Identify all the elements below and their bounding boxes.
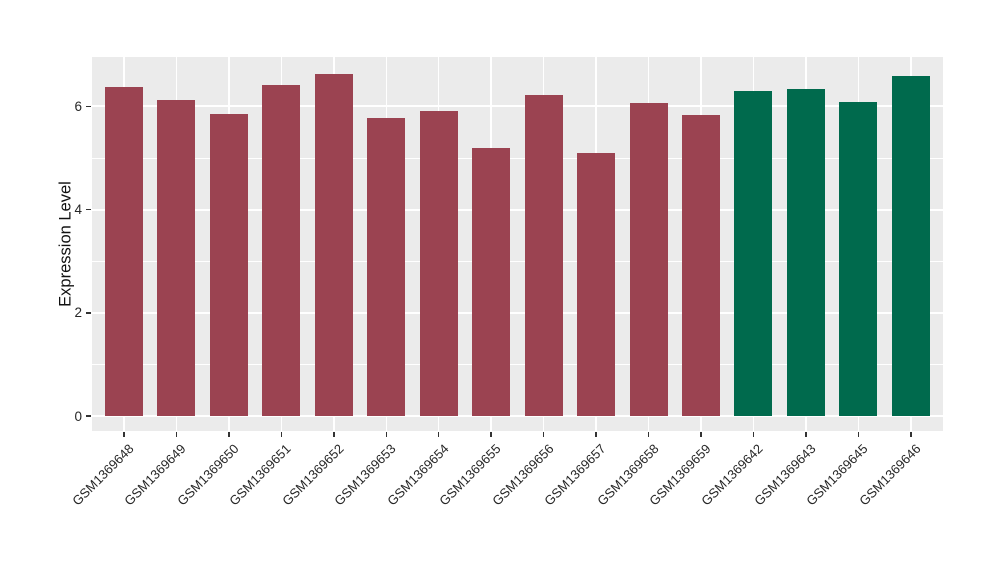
minor-gridline — [92, 363, 943, 365]
x-axis-tick — [280, 432, 283, 437]
x-axis-tick — [595, 432, 597, 437]
y-tick-label-2: 2 — [74, 305, 82, 321]
bar-GSM1369657 — [577, 152, 616, 416]
x-axis-tick — [123, 432, 125, 437]
bar-GSM1369651 — [262, 85, 301, 416]
x-axis-tick — [490, 432, 492, 437]
bar-GSM1369654 — [419, 111, 458, 416]
bar-GSM1369649 — [157, 100, 196, 416]
minor-gridline — [92, 157, 943, 159]
x-tick-label-GSM1369646: GSM1369646 — [856, 441, 924, 509]
bar-GSM1369656 — [524, 94, 563, 416]
x-axis-tick — [910, 432, 912, 437]
y-tick-label-0: 0 — [74, 408, 82, 424]
x-axis-tick — [437, 432, 440, 437]
y-axis-tick — [86, 208, 91, 211]
x-axis-tick — [752, 432, 755, 437]
x-axis-tick — [542, 432, 545, 437]
x-axis-tick — [857, 432, 860, 437]
bar-GSM1369650 — [209, 113, 248, 416]
x-axis-tick — [228, 432, 230, 437]
x-axis-tick — [385, 432, 387, 437]
plot-panel — [92, 57, 943, 431]
major-gridline — [92, 311, 943, 314]
y-axis-tick — [86, 105, 91, 108]
major-gridline — [92, 105, 943, 108]
bar-GSM1369643 — [786, 88, 825, 416]
y-tick-label-6: 6 — [74, 98, 82, 114]
x-axis-tick — [333, 432, 335, 437]
x-axis-tick — [175, 432, 178, 437]
bar-GSM1369652 — [314, 74, 353, 416]
major-gridline — [92, 415, 943, 417]
bar-GSM1369653 — [367, 117, 406, 416]
y-tick-label-4: 4 — [74, 202, 82, 218]
minor-gridline — [92, 260, 943, 262]
y-axis-tick — [86, 415, 91, 417]
bar-GSM1369659 — [681, 114, 720, 416]
y-axis-title: Expression Level — [56, 181, 75, 307]
bar-GSM1369648 — [105, 86, 143, 416]
bar-GSM1369646 — [891, 75, 930, 416]
bar-GSM1369658 — [629, 102, 668, 416]
y-axis-tick — [86, 312, 91, 314]
bar-GSM1369655 — [472, 148, 511, 416]
major-gridline — [92, 208, 943, 211]
x-axis-tick — [700, 432, 702, 437]
bar-GSM1369642 — [734, 91, 773, 416]
x-axis-tick — [805, 432, 807, 437]
x-axis-tick — [647, 432, 650, 437]
bar-GSM1369645 — [839, 102, 878, 416]
